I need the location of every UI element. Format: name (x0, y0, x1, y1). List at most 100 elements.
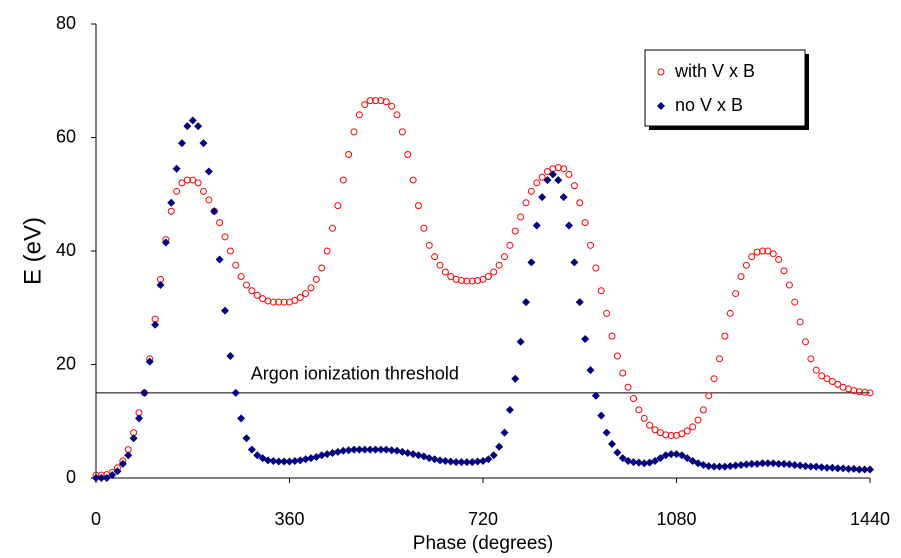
point (280, 298, 288, 306)
point (715, 462, 724, 471)
point (350, 445, 358, 454)
point (414, 451, 423, 460)
x-axis-label: Phase (degrees) (413, 533, 553, 554)
point (630, 395, 637, 403)
point (849, 464, 858, 473)
point (188, 116, 197, 125)
point (167, 198, 176, 207)
point (489, 451, 498, 460)
point (135, 414, 143, 423)
point (538, 193, 547, 202)
point (726, 309, 734, 317)
point (559, 193, 568, 202)
point (678, 430, 686, 438)
point (409, 176, 417, 184)
point (716, 355, 723, 363)
point (624, 383, 632, 391)
point (737, 273, 745, 281)
point (323, 450, 332, 459)
point (791, 298, 799, 306)
point (565, 221, 573, 230)
point (436, 261, 444, 269)
point (361, 101, 369, 109)
point (302, 290, 310, 298)
point (194, 179, 202, 187)
point (307, 284, 315, 292)
point (398, 128, 406, 136)
point (796, 461, 805, 470)
point (828, 463, 837, 472)
y-tick-label: 20 (56, 353, 76, 373)
x-tick-label: 360 (274, 509, 304, 529)
point (656, 454, 665, 463)
legend-label: no V x B (675, 95, 743, 115)
point (425, 454, 434, 463)
point (672, 450, 681, 459)
point (543, 176, 552, 185)
point (533, 179, 541, 187)
threshold-label: Argon ionization threshold (251, 364, 459, 384)
point (430, 455, 439, 464)
point (296, 294, 304, 302)
point (619, 369, 627, 377)
point (554, 176, 563, 185)
point (860, 465, 869, 474)
y-axis-label: E (eV) (19, 217, 46, 285)
point (576, 199, 584, 207)
x-tick-label: 720 (468, 509, 498, 529)
point (178, 139, 186, 148)
point (592, 264, 600, 272)
point (113, 467, 122, 476)
point (108, 471, 117, 480)
point (420, 224, 428, 232)
point (689, 423, 697, 431)
point (517, 213, 525, 221)
point (92, 474, 100, 482)
point (806, 462, 815, 471)
point (780, 267, 788, 275)
point (269, 456, 278, 465)
point (823, 375, 831, 383)
point (226, 247, 234, 255)
point (301, 455, 310, 464)
point (861, 388, 869, 396)
point (366, 97, 374, 105)
point (210, 207, 219, 216)
point (436, 456, 444, 465)
point (667, 431, 675, 439)
point (624, 456, 633, 465)
point (608, 439, 616, 448)
point (425, 241, 433, 249)
point (226, 351, 235, 360)
point (603, 309, 611, 317)
point (291, 296, 299, 304)
y-tick-label: 0 (66, 467, 76, 487)
point (253, 451, 262, 460)
point (560, 165, 568, 173)
point (140, 388, 149, 397)
point (570, 182, 578, 190)
point (759, 247, 766, 255)
point (640, 414, 648, 422)
point (161, 238, 170, 247)
point (372, 97, 379, 105)
point (194, 122, 203, 131)
legend-box (644, 49, 806, 127)
point (151, 320, 160, 329)
point (344, 446, 353, 455)
point (790, 460, 799, 469)
point (839, 464, 848, 473)
point (495, 442, 504, 451)
point (758, 459, 767, 468)
point (468, 277, 476, 285)
point (522, 199, 530, 207)
point (167, 207, 175, 215)
point (102, 474, 111, 482)
point (387, 446, 396, 455)
point (376, 445, 385, 454)
point (742, 460, 751, 469)
point (742, 261, 750, 269)
point (613, 352, 621, 360)
point (318, 264, 326, 272)
